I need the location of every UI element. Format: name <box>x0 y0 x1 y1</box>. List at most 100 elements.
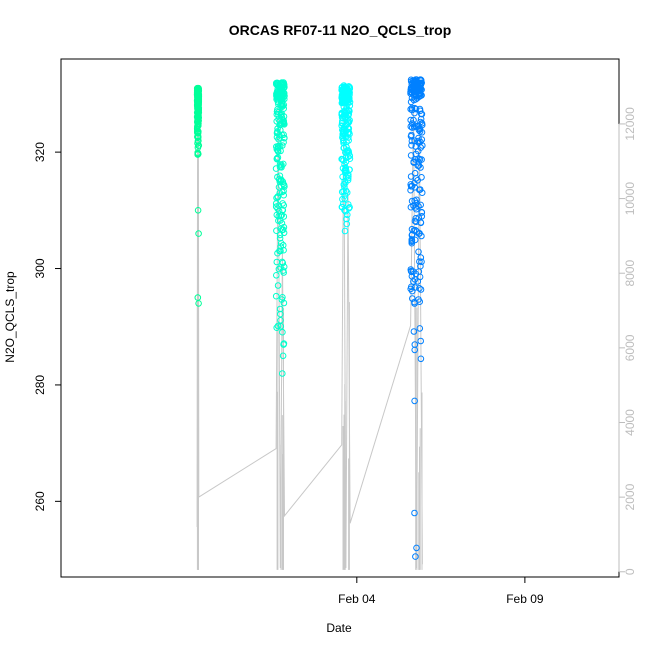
data-point <box>413 196 420 204</box>
data-point <box>274 125 281 132</box>
data-point <box>272 165 280 172</box>
data-point <box>338 155 346 163</box>
data-point <box>273 118 281 125</box>
data-point <box>272 203 280 210</box>
data-point <box>345 147 352 155</box>
data-point <box>275 265 283 273</box>
data-point <box>417 115 425 123</box>
data-point <box>415 158 422 166</box>
data-point <box>339 195 346 203</box>
data-point <box>418 110 426 118</box>
data-point <box>346 152 354 160</box>
data-point <box>344 211 351 219</box>
data-point <box>278 296 286 303</box>
outlier-point <box>413 544 420 552</box>
data-point <box>276 117 284 125</box>
data-point <box>280 160 287 168</box>
data-point <box>279 328 286 336</box>
data-point <box>274 322 282 330</box>
y-tick-label: 320 <box>33 142 47 162</box>
data-point <box>340 99 347 106</box>
data-point <box>408 197 416 205</box>
data-point <box>412 105 420 113</box>
data-point <box>277 264 284 272</box>
data-point <box>415 126 423 134</box>
data-point <box>280 139 287 146</box>
data-point <box>407 267 415 275</box>
data-point <box>195 109 203 116</box>
data-point <box>415 248 422 256</box>
y2-tick-label: 6000 <box>623 334 637 361</box>
data-point <box>194 98 202 106</box>
data-point <box>278 86 285 94</box>
data-point <box>415 122 422 129</box>
data-point <box>341 195 349 203</box>
data-point <box>412 150 420 158</box>
data-point <box>417 219 425 227</box>
data-point <box>408 106 416 114</box>
data-point <box>415 230 423 237</box>
y2-tick-label: 8000 <box>623 260 637 287</box>
y2-axis: 0 2000 4000 6000 8000 10000 12000 <box>618 107 637 575</box>
outlier-point <box>279 352 287 360</box>
data-point <box>273 227 280 234</box>
data-point <box>417 355 425 363</box>
data-point <box>274 85 282 92</box>
data-point <box>416 285 423 292</box>
data-point <box>345 171 352 178</box>
data-point <box>276 235 284 242</box>
data-point <box>277 101 284 109</box>
data-point <box>277 212 285 219</box>
data-point <box>414 278 422 285</box>
data-point <box>194 123 201 131</box>
data-point <box>274 282 282 289</box>
data-point <box>338 109 346 117</box>
data-point <box>416 325 424 332</box>
x-axis: Feb 04 Feb 09 <box>338 576 544 606</box>
data-point <box>411 122 419 130</box>
data-point <box>340 94 348 101</box>
data-point <box>278 188 286 196</box>
data-point <box>407 186 414 194</box>
data-point <box>416 89 423 97</box>
data-point <box>273 211 281 219</box>
data-point <box>417 81 425 88</box>
data-point <box>408 137 416 145</box>
y2-tick-label: 10000 <box>623 182 637 216</box>
data-point <box>276 94 283 102</box>
altitude-trace-layer <box>196 105 423 570</box>
data-point <box>418 189 426 196</box>
series-rf10-11 <box>407 76 426 560</box>
data-point <box>280 269 288 276</box>
data-point <box>278 79 286 87</box>
data-point <box>418 258 425 266</box>
data-point <box>194 90 201 98</box>
data-point <box>279 241 287 249</box>
data-point <box>415 296 422 303</box>
data-point <box>341 83 348 91</box>
data-point <box>418 121 426 129</box>
data-point <box>417 262 424 270</box>
data-point <box>273 155 281 163</box>
data-point <box>408 88 416 96</box>
data-point <box>407 133 415 140</box>
data-point <box>279 370 286 377</box>
data-point <box>408 237 416 244</box>
data-point <box>412 218 420 226</box>
data-point <box>410 159 418 166</box>
data-point <box>338 188 346 196</box>
data-point <box>417 286 425 293</box>
data-point <box>194 151 201 158</box>
data-point <box>407 285 415 293</box>
data-point <box>340 98 348 105</box>
data-point <box>407 173 415 180</box>
data-point <box>194 133 201 141</box>
x-axis-label: Date <box>326 621 352 635</box>
data-point <box>280 246 287 254</box>
data-point <box>272 292 280 300</box>
data-point <box>339 127 347 134</box>
data-point <box>410 116 417 124</box>
data-point <box>409 295 416 302</box>
data-point <box>412 85 420 92</box>
data-point <box>194 149 201 156</box>
